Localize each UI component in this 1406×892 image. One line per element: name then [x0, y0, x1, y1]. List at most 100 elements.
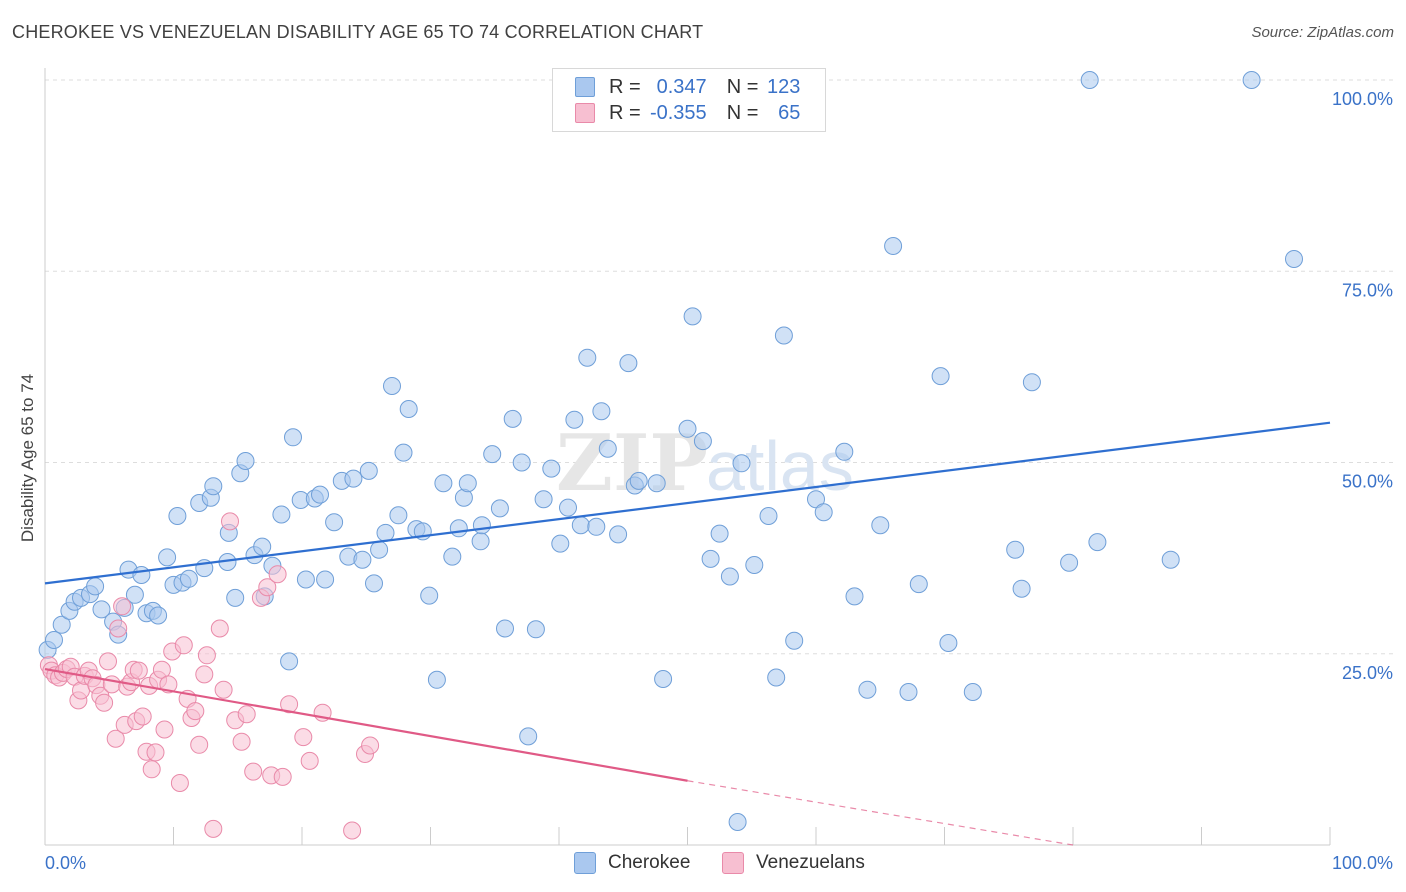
data-point	[1012, 579, 1031, 598]
data-point	[190, 735, 209, 754]
x-tick-label: 100.0%	[1332, 853, 1393, 873]
data-point	[102, 675, 121, 694]
data-point	[168, 507, 187, 525]
data-point	[909, 575, 928, 594]
data-point	[179, 569, 198, 588]
data-point	[389, 506, 408, 525]
data-point	[376, 523, 395, 542]
data-point	[95, 693, 114, 712]
data-point	[244, 762, 263, 781]
legend-r-value: 0.347	[656, 75, 707, 98]
data-point	[785, 631, 804, 650]
data-point	[814, 503, 833, 522]
series-venezuelans	[39, 512, 380, 840]
data-point	[232, 732, 251, 751]
data-point	[683, 307, 702, 326]
legend-r-label: R =	[609, 75, 641, 98]
bottom-legend-venezuelans: Venezuelans	[722, 852, 865, 874]
y-tick-label: 50.0%	[1342, 472, 1393, 492]
data-point	[129, 661, 148, 680]
data-point	[204, 819, 223, 838]
data-point	[316, 570, 335, 589]
data-point	[92, 600, 111, 619]
data-point	[170, 774, 189, 792]
data-point	[210, 619, 229, 638]
data-point	[142, 760, 161, 779]
data-point	[1285, 250, 1303, 268]
data-point	[1080, 71, 1099, 89]
data-point	[609, 525, 628, 544]
data-point	[296, 570, 315, 589]
data-point	[963, 683, 982, 701]
data-point	[720, 567, 739, 586]
data-point	[710, 524, 729, 543]
data-point	[1006, 540, 1025, 559]
data-point	[565, 410, 584, 429]
legend-n-value: 123	[767, 75, 801, 98]
bottom-legend-swatch-cherokee	[574, 852, 596, 874]
data-point	[361, 736, 380, 755]
data-point	[701, 549, 720, 568]
legend-row-cherokee: R = 0.347 N = 123	[575, 75, 800, 99]
data-point	[273, 767, 292, 786]
data-point	[496, 619, 514, 638]
legend-swatch-cherokee	[575, 77, 595, 97]
data-point	[294, 728, 313, 747]
data-point	[146, 743, 165, 762]
data-point	[647, 474, 666, 493]
data-point	[221, 512, 239, 531]
data-point	[542, 459, 561, 478]
data-point	[598, 439, 617, 458]
data-point	[109, 619, 128, 638]
data-point	[592, 402, 611, 421]
data-point	[619, 354, 638, 373]
data-point	[106, 729, 125, 748]
data-point	[132, 566, 151, 584]
data-point	[728, 813, 747, 831]
axes	[44, 68, 1331, 846]
data-point	[587, 517, 606, 536]
data-point	[125, 585, 144, 604]
bottom-legend-label: Cherokee	[608, 852, 691, 873]
data-point	[693, 432, 712, 451]
legend-swatch-venezuelans	[575, 103, 595, 123]
data-point	[767, 668, 786, 687]
data-point	[353, 550, 372, 569]
data-point	[99, 652, 117, 671]
watermark-text: atlas	[706, 427, 854, 505]
data-point	[300, 751, 319, 770]
data-point	[280, 652, 299, 671]
data-point	[899, 683, 918, 701]
data-point	[884, 237, 903, 255]
data-point	[434, 474, 453, 493]
legend-r-value: -0.355	[649, 101, 707, 124]
data-point	[526, 620, 545, 639]
data-point	[253, 537, 272, 556]
data-point	[490, 499, 509, 518]
data-point	[45, 631, 63, 649]
legend-n-label: N =	[726, 75, 759, 98]
data-point	[280, 695, 299, 714]
data-point	[174, 636, 193, 655]
data-point	[512, 453, 531, 472]
legend-row-venezuelans: R = -0.355 N = 65	[575, 101, 800, 125]
data-point	[113, 597, 132, 616]
data-point	[571, 516, 590, 535]
legend-n-value: 65	[778, 101, 801, 124]
data-point	[654, 670, 673, 688]
data-point	[1022, 373, 1041, 392]
data-point	[578, 348, 597, 367]
data-point	[427, 670, 446, 689]
series-cherokee	[38, 71, 1303, 831]
data-point	[325, 513, 344, 532]
trend-lines	[44, 421, 1331, 846]
data-point	[472, 516, 491, 535]
data-point	[629, 471, 648, 490]
data-point	[394, 443, 413, 462]
data-point	[214, 680, 233, 699]
data-point	[1242, 71, 1261, 89]
data-point	[1161, 550, 1180, 569]
data-point	[258, 578, 277, 597]
